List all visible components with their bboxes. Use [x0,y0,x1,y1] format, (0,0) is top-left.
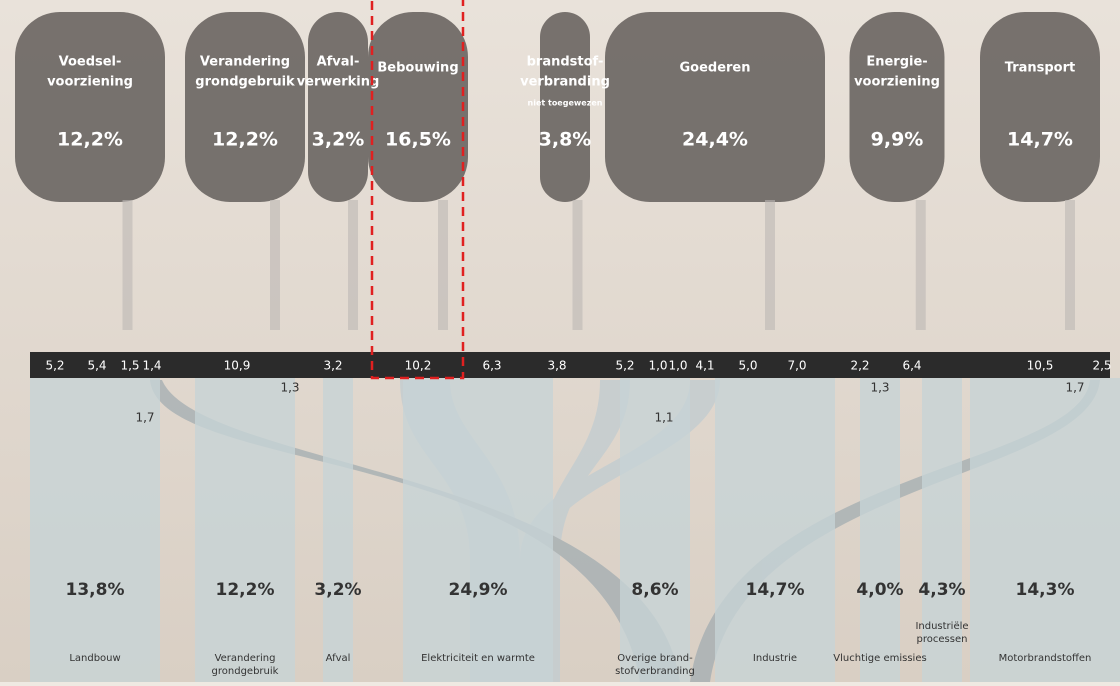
sector-share: 9,9% [871,129,924,151]
sector-label: voorziening [854,75,940,90]
sector-label: Afval- [317,55,360,70]
destination-column [922,378,962,682]
destination-share: 4,0% [856,580,903,600]
cloud [980,12,1100,202]
destination-label: Verandering [215,653,276,664]
cloud [368,12,468,202]
destination-column [620,378,690,682]
bar-value: 5,2 [45,359,64,373]
cloud [15,12,165,202]
sector-label: grondgebruik [195,75,295,90]
sector-label: verwerking [297,75,380,90]
bar-value: 5,4 [87,359,106,373]
sector-label: Transport [1005,61,1075,76]
small-value: 1,7 [135,411,154,425]
destination-share: 12,2% [216,580,275,600]
cloud [308,12,368,202]
bar-value: 6,4 [902,359,921,373]
sector-label: verbranding [520,75,610,90]
destination-share: 13,8% [66,580,125,600]
small-value: 1,3 [870,381,889,395]
destination-column [323,378,353,682]
cloud [849,12,945,202]
sector-share: 14,7% [1007,129,1073,151]
bar-value: 10,9 [224,359,251,373]
sector-label: Verandering [200,55,290,70]
destination-label: Overige brand- [617,653,693,664]
clouds [15,12,1100,330]
bar-value: 2,2 [850,359,869,373]
bar-value: 4,1 [695,359,714,373]
cloud [605,12,825,202]
destination-share: 3,2% [314,580,361,600]
sector-label: Bebouwing [377,61,458,76]
destination-column [403,378,553,682]
sector-share: 12,2% [57,129,123,151]
destination-column [195,378,295,682]
destination-label: Vluchtige emissies [833,653,926,664]
small-value: 1,3 [280,381,299,395]
bar-value: 2,5 [1092,359,1111,373]
cloud [540,12,590,202]
sector-share: 16,5% [385,129,451,151]
bar-value: 10,2 [405,359,432,373]
destination-column [860,378,900,682]
destination-share: 4,3% [918,580,965,600]
destination-share: 24,9% [449,580,508,600]
sector-label: Voedsel- [59,55,122,70]
sector-share: 12,2% [212,129,278,151]
bar-value: 5,2 [615,359,634,373]
destination-label: Afval [326,653,351,664]
bar-value: 3,8 [547,359,566,373]
destination-label: Elektriciteit en warmte [421,653,535,664]
bar-value: 1,5 [120,359,139,373]
destination-column [970,378,1120,682]
sector-label: Energie- [866,55,927,70]
sector-share: 3,8% [539,129,592,151]
bar-value: 6,3 [482,359,501,373]
bar-value: 3,2 [323,359,342,373]
labels: Voedsel-voorziening 12,2% Verandering grond… [45,55,1111,678]
sector-label: voorziening [47,75,133,90]
bar-value: 7,0 [787,359,806,373]
bar-value: 1,0 [648,359,667,373]
highlight-box [370,0,465,380]
cloud [185,12,305,202]
destination-label: processen [917,634,968,645]
destination-column [30,378,160,682]
value-bar [30,352,1110,378]
destination-label: stofverbranding [615,666,695,677]
destination-column [715,378,835,682]
destination-label: Motorbrandstoffen [999,653,1092,664]
destination-share: 8,6% [631,580,678,600]
destination-share: 14,7% [746,580,805,600]
columns [30,378,1120,682]
bar-value: 10,5 [1027,359,1054,373]
sector-share: 24,4% [682,129,748,151]
small-value: 1,1 [654,411,673,425]
sector-label: Goederen [679,61,750,76]
bar-value: 5,0 [738,359,757,373]
bar-value: 1,4 [142,359,161,373]
destination-label: Industrie [753,653,797,664]
sector-share: 3,2% [312,129,365,151]
destination-label: Industriële [915,621,968,632]
sector-label: brandstof- [527,55,604,70]
destination-label: grondgebruik [212,666,279,677]
bar-value: 1,0 [668,359,687,373]
destination-label: Landbouw [69,653,120,664]
small-value: 1,7 [1065,381,1084,395]
destination-share: 14,3% [1016,580,1075,600]
sector-note: niet toegewezen [528,99,603,108]
